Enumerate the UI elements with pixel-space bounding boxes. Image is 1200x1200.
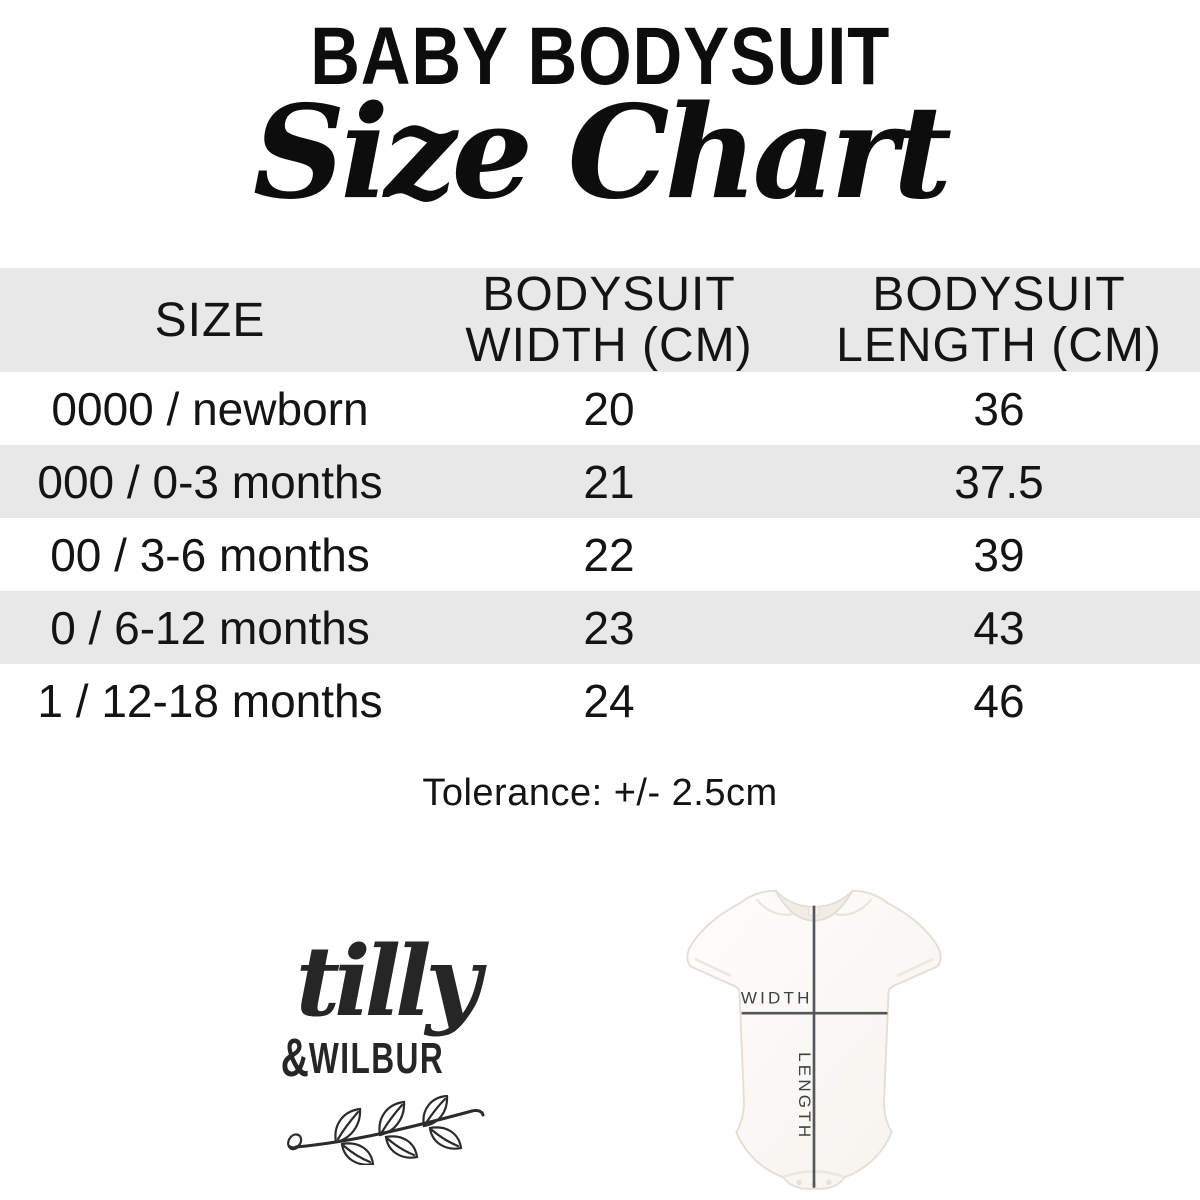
length-cell: 37.5	[954, 455, 1044, 508]
table-row: 1 / 12-18 months 24 46	[0, 664, 1200, 737]
brand-caps-name: WILBUR	[308, 1033, 445, 1083]
width-cell: 22	[583, 528, 635, 581]
size-table: SIZE BODYSUIT WIDTH (CM) BODYSUIT LENGTH…	[0, 268, 1200, 737]
table-row: 0000 / newborn 20 36	[0, 372, 1200, 445]
length-cell: 43	[973, 601, 1025, 654]
brand-caps-line: &WILBUR	[228, 1027, 497, 1089]
brand-logo: tilly &WILBUR	[228, 925, 543, 1170]
size-cell: 00 / 3-6 months	[50, 528, 370, 581]
column-header-width: BODYSUIT WIDTH (CM)	[420, 269, 798, 371]
column-header-length-line1: BODYSUIT	[872, 268, 1126, 321]
width-label: WIDTH	[741, 989, 813, 1008]
length-cell: 39	[973, 528, 1025, 581]
tolerance-note: Tolerance: +/- 2.5cm	[422, 772, 778, 814]
page-title-text: BABY BODYSUIT	[310, 11, 890, 102]
width-cell: 24	[583, 674, 635, 727]
column-header-width-line2: WIDTH (CM)	[465, 319, 753, 372]
table-row: 0 / 6-12 months 23 43	[0, 591, 1200, 664]
size-cell: 0 / 6-12 months	[50, 601, 370, 654]
length-label: LENGTH	[795, 1052, 814, 1140]
column-header-length-line2: LENGTH (CM)	[836, 319, 1162, 372]
length-cell: 36	[973, 382, 1025, 435]
width-cell: 20	[583, 382, 635, 435]
table-header-row: SIZE BODYSUIT WIDTH (CM) BODYSUIT LENGTH…	[0, 268, 1200, 372]
laurel-branch-icon	[228, 1094, 543, 1170]
brand-script-name: tilly	[295, 925, 482, 1038]
table-row: 00 / 3-6 months 22 39	[0, 518, 1200, 591]
length-cell: 46	[973, 674, 1025, 727]
size-cell: 0000 / newborn	[51, 382, 369, 435]
page-subtitle-script: Size Chart	[252, 78, 952, 228]
page-title: BABY BODYSUIT	[0, 16, 1200, 98]
column-header-length: BODYSUIT LENGTH (CM)	[798, 269, 1200, 371]
column-header-width-line1: BODYSUIT	[482, 268, 736, 321]
width-cell: 21	[583, 455, 635, 508]
column-header-size: SIZE	[154, 293, 266, 347]
size-cell: 1 / 12-18 months	[37, 674, 383, 727]
size-cell: 000 / 0-3 months	[37, 455, 383, 508]
table-row: 000 / 0-3 months 21 37.5	[0, 445, 1200, 518]
bodysuit-diagram: WIDTH LENGTH	[654, 878, 974, 1200]
brand-ampersand: &	[280, 1027, 309, 1088]
width-cell: 23	[583, 601, 635, 654]
